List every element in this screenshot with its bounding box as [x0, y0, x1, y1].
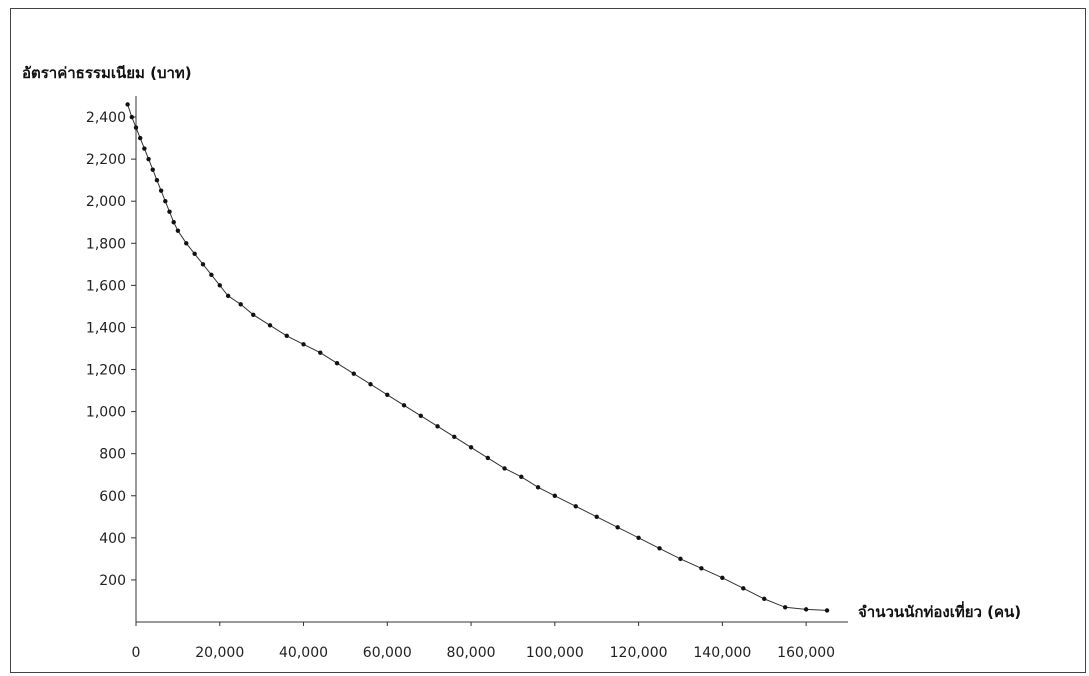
data-point — [284, 333, 289, 339]
data-point — [334, 361, 340, 366]
data-point — [573, 504, 578, 509]
y-tick-label: 400 — [99, 531, 126, 547]
data-point — [192, 251, 197, 256]
x-tick-label: 0 — [132, 645, 141, 661]
data-point — [762, 596, 767, 602]
data-point — [318, 350, 323, 355]
data-point — [615, 525, 620, 530]
data-point — [435, 424, 440, 429]
y-tick-label: 2,400 — [86, 110, 126, 126]
data-point — [519, 474, 524, 480]
y-tick-label: 1,600 — [86, 278, 126, 294]
x-axis-title: จำนวนนักท่องเที่ยว (คน) — [858, 601, 1021, 621]
y-tick-label: 1,000 — [86, 405, 126, 421]
data-point — [452, 434, 457, 440]
y-ticks: 200 400 600 800 1,000 1,200 1,400 1,600 1,800 2,0… — [86, 110, 136, 589]
y-tick-label: 1,800 — [86, 236, 126, 252]
y-tick-label: 800 — [99, 447, 126, 463]
data-point — [175, 228, 181, 233]
series-points — [125, 102, 830, 613]
data-point — [125, 102, 130, 107]
axes — [135, 96, 848, 623]
data-point — [552, 493, 558, 498]
data-point — [418, 413, 423, 419]
y-tick-label: 600 — [99, 489, 126, 505]
data-point — [824, 608, 830, 613]
data-point — [720, 575, 725, 581]
data-point — [803, 607, 809, 612]
data-point — [158, 188, 164, 193]
y-axis-title: อัตราค่าธรรมเนียม (บาท) — [22, 64, 192, 82]
data-point — [351, 371, 356, 376]
data-point — [184, 241, 189, 246]
y-tick-label: 2,000 — [86, 194, 126, 210]
data-point — [636, 535, 641, 541]
data-point — [401, 403, 407, 408]
data-point — [209, 272, 214, 278]
data-point — [502, 466, 507, 471]
data-point — [217, 283, 222, 288]
data-point — [535, 485, 541, 490]
x-tick-label: 80,000 — [447, 645, 496, 661]
y-tick-label: 1,400 — [86, 320, 126, 336]
x-tick-label: 120,000 — [610, 645, 668, 661]
data-point — [225, 293, 231, 299]
data-point — [129, 114, 135, 120]
data-point — [167, 209, 172, 214]
data-point — [741, 586, 746, 591]
y-tick-label: 1,200 — [86, 363, 126, 379]
data-point — [699, 566, 704, 571]
data-point — [782, 605, 788, 610]
data-point — [468, 445, 474, 450]
data-point — [146, 156, 151, 162]
data-point — [154, 177, 160, 183]
data-point — [133, 125, 139, 130]
data-point — [594, 514, 599, 519]
data-point — [485, 455, 491, 461]
data-point — [137, 135, 143, 141]
data-point — [171, 220, 176, 225]
x-ticks: 0 20,000 40,000 60,000 80,000 100,000 120,000 1… — [132, 622, 835, 661]
data-point — [657, 546, 662, 551]
data-point — [200, 262, 206, 267]
y-tick-label: 2,200 — [86, 152, 126, 168]
x-tick-label: 160,000 — [777, 645, 835, 661]
data-point — [678, 556, 683, 562]
data-point — [251, 312, 256, 318]
x-tick-label: 100,000 — [526, 645, 584, 661]
data-point — [385, 392, 390, 397]
x-tick-label: 60,000 — [363, 645, 412, 661]
data-point — [301, 342, 306, 347]
data-point — [142, 146, 147, 151]
x-tick-label: 20,000 — [195, 645, 244, 661]
x-tick-label: 40,000 — [279, 645, 328, 661]
y-tick-label: 200 — [99, 573, 126, 589]
data-point — [368, 382, 373, 387]
data-point — [163, 199, 168, 204]
chart-frame — [10, 8, 1086, 673]
series-line — [127, 104, 828, 611]
x-tick-label: 140,000 — [693, 645, 751, 661]
data-point — [150, 167, 155, 172]
data-point — [267, 323, 273, 328]
data-point — [238, 302, 243, 307]
